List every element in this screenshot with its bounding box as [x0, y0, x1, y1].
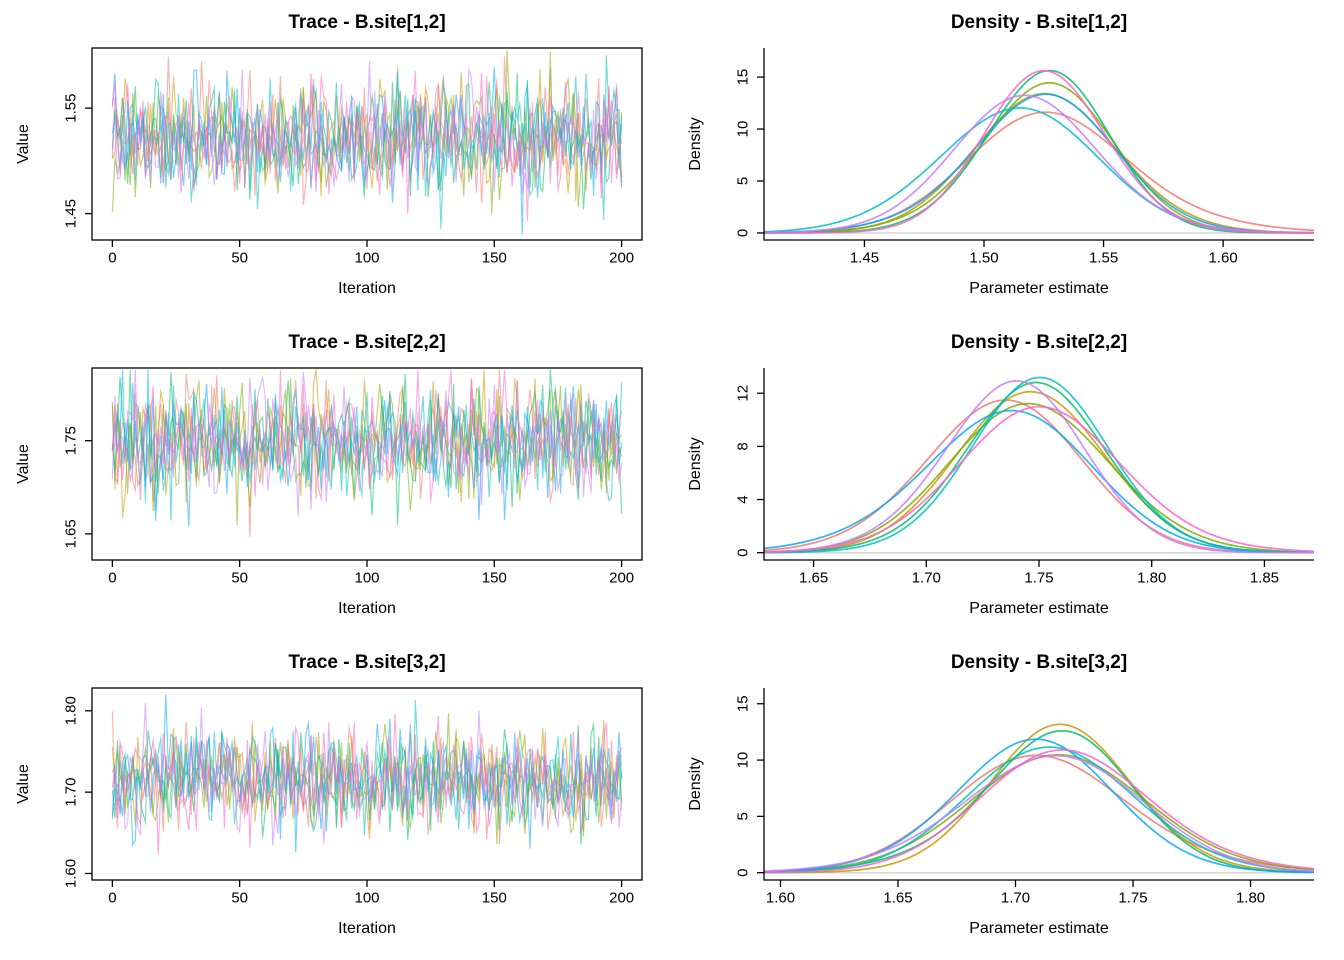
y-axis-label: Value — [15, 764, 32, 804]
chart-title: Density - B.site[2,2] — [950, 332, 1128, 353]
x-axis-label: Iteration — [338, 280, 396, 297]
panel-trace-bsite-2-2: Trace - B.site[2,2] Value Iteration — [0, 320, 672, 640]
y-axis-label: Density — [687, 117, 704, 171]
y-axis-label: Value — [15, 444, 32, 484]
trace-plot-canvas — [0, 0, 672, 320]
panel-density-bsite-3-2: Density - B.site[3,2] Density Parameter … — [672, 640, 1344, 960]
x-axis-label: Parameter estimate — [969, 920, 1109, 937]
panel-trace-bsite-3-2: Trace - B.site[3,2] Value Iteration — [0, 640, 672, 960]
y-axis-label: Density — [687, 757, 704, 811]
x-axis-label: Parameter estimate — [969, 280, 1109, 297]
panel-trace-bsite-1-2: Trace - B.site[1,2] Value Iteration — [0, 0, 672, 320]
x-axis-label: Parameter estimate — [969, 600, 1109, 617]
density-plot-canvas — [672, 640, 1344, 960]
density-plot-canvas — [672, 0, 1344, 320]
density-plot-canvas — [672, 320, 1344, 640]
trace-plot-canvas — [0, 320, 672, 640]
x-axis-label: Iteration — [338, 920, 396, 937]
y-axis-label: Density — [687, 437, 704, 491]
panel-density-bsite-1-2: Density - B.site[1,2] Density Parameter … — [672, 0, 1344, 320]
chart-title: Trace - B.site[2,2] — [288, 332, 446, 353]
x-axis-label: Iteration — [338, 600, 396, 617]
chart-title: Density - B.site[1,2] — [950, 12, 1128, 33]
chart-title: Trace - B.site[3,2] — [288, 652, 446, 673]
chart-title: Trace - B.site[1,2] — [288, 12, 446, 33]
trace-plot-canvas — [0, 640, 672, 960]
panel-density-bsite-2-2: Density - B.site[2,2] Density Parameter … — [672, 320, 1344, 640]
chart-title: Density - B.site[3,2] — [950, 652, 1128, 673]
y-axis-label: Value — [15, 124, 32, 164]
